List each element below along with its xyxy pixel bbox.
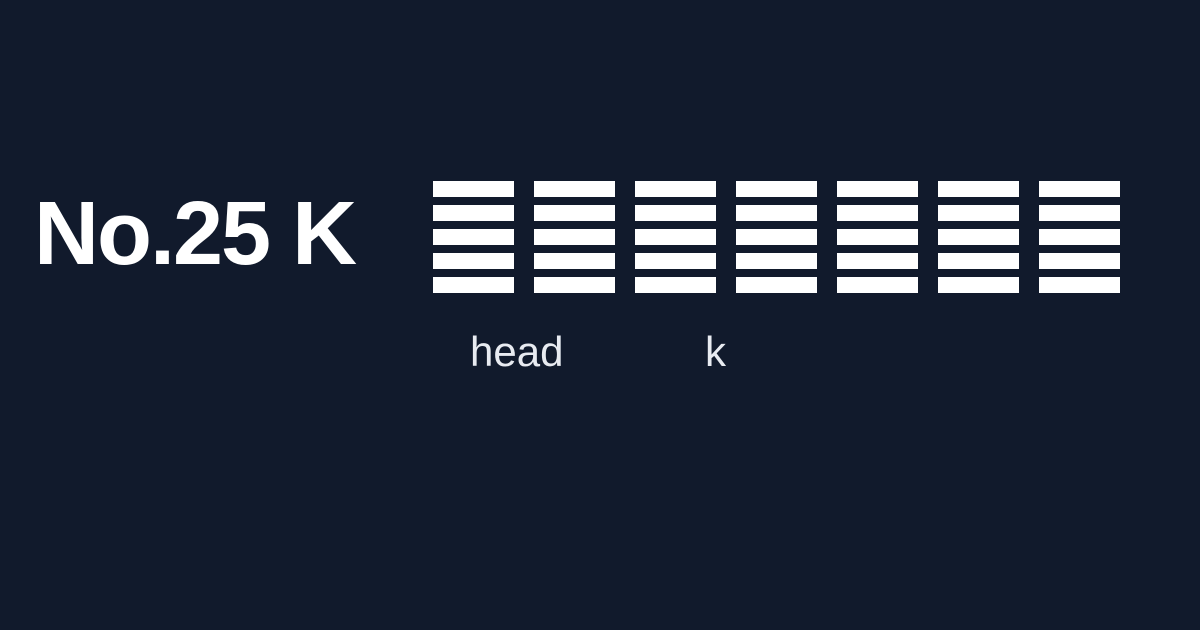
caption-head: head (470, 328, 564, 375)
hexagram-qian-icon (635, 181, 716, 293)
page-title: No.25 K (34, 184, 357, 284)
caption-k: k (705, 328, 726, 375)
hexagram-qian-icon (736, 181, 817, 293)
hexagram-qian-icon (938, 181, 1019, 293)
hexagram-row (433, 181, 1120, 293)
hexagram-qian-icon (837, 181, 918, 293)
hexagram-qian-icon (433, 181, 514, 293)
hexagram-qian-icon (534, 181, 615, 293)
hexagram-qian-icon (1039, 181, 1120, 293)
